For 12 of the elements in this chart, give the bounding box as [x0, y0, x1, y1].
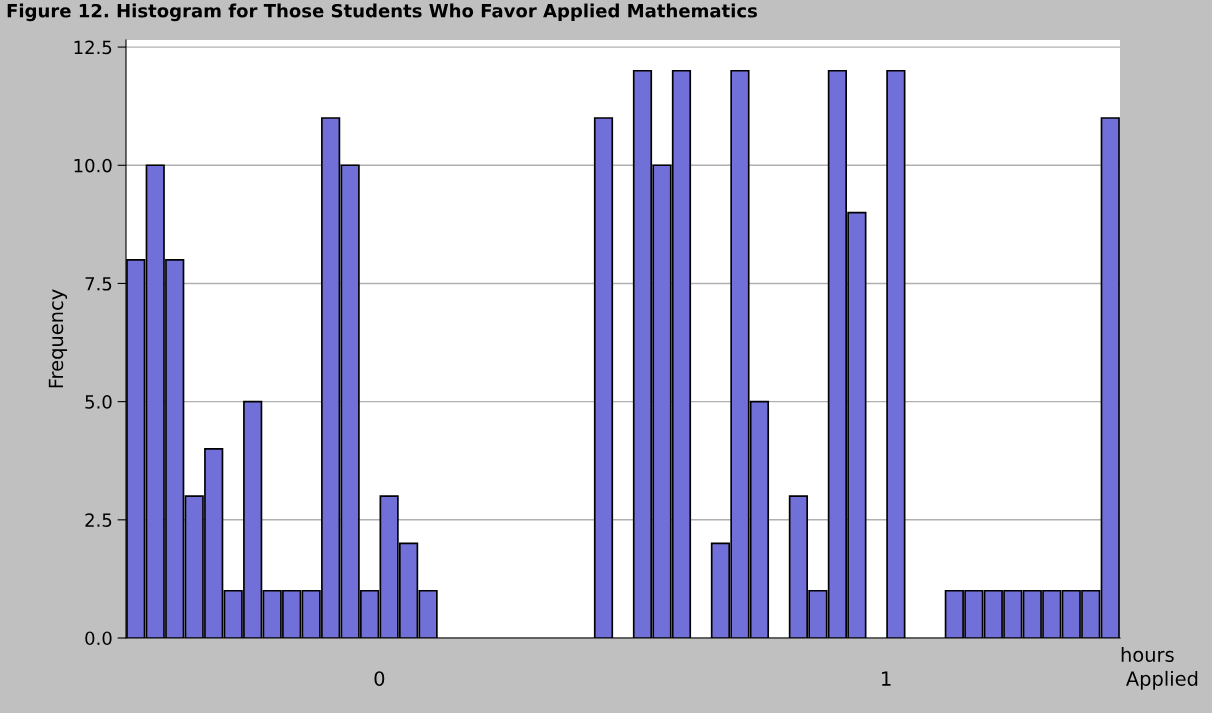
chart-title: Figure 12. Histogram for Those Students Who Favor Applied Mathematics [7, 3, 757, 22]
y-tick-label: 0.0 [85, 631, 112, 646]
y-tick-label: 2.5 [85, 513, 112, 527]
y-tick-label: 10.0 [74, 158, 112, 173]
text: 1 [882, 671, 891, 686]
y-axis-title: Frequency [48, 289, 68, 388]
x-axis-title: hours [1121, 646, 1174, 663]
text: Applied [1126, 670, 1198, 690]
y-tick-label: 5.0 [85, 395, 112, 409]
text: 0 [374, 671, 385, 686]
y-tick-label: 7.5 [85, 277, 112, 291]
y-tick-label: 12.5 [74, 40, 112, 55]
